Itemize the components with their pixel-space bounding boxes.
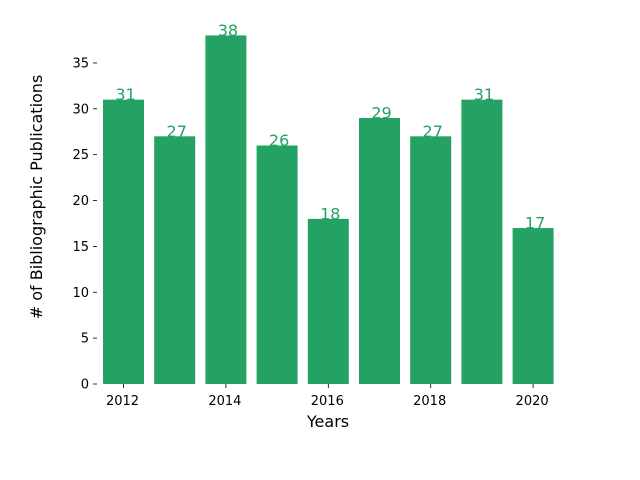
x-tick-label-2016: 2016 — [311, 394, 344, 409]
bar-2019 — [461, 99, 503, 384]
y-tick-label-0: 0 — [81, 378, 89, 393]
x-axis-label: Years — [306, 412, 349, 431]
x-tick-label-2018: 2018 — [413, 394, 446, 409]
value-label-2016: 18 — [320, 204, 340, 223]
y-tick-label-20: 20 — [72, 194, 89, 209]
bar-2012 — [103, 99, 144, 384]
bar-2018 — [410, 136, 452, 384]
value-label-2013: 27 — [167, 122, 187, 141]
value-label-2017: 29 — [371, 103, 391, 122]
bar-2013 — [154, 136, 196, 384]
value-label-2012: 31 — [115, 85, 135, 104]
x-tick-label-2014: 2014 — [208, 394, 241, 409]
bar-2017 — [359, 117, 400, 384]
y-axis: 0 5 10 15 20 25 30 35 — [72, 56, 97, 393]
x-tick-label-2012: 2012 — [106, 394, 139, 409]
value-label-2019: 31 — [474, 85, 494, 104]
y-tick-label-30: 30 — [72, 102, 89, 117]
value-labels-group: 31 27 38 26 18 29 27 31 17 — [115, 21, 545, 233]
bars-group — [103, 35, 554, 385]
y-tick-label-10: 10 — [72, 286, 89, 301]
x-tick-label-2020: 2020 — [516, 394, 549, 409]
bar-2016 — [307, 218, 349, 384]
y-axis-label: # of Bibliographic Publications — [27, 75, 46, 320]
bar-2020 — [512, 228, 554, 384]
x-axis: 2012 2014 2016 2018 2020 — [106, 384, 549, 409]
value-label-2015: 26 — [269, 131, 289, 150]
value-label-2018: 27 — [423, 122, 443, 141]
y-tick-label-5: 5 — [81, 332, 89, 347]
y-tick-label-35: 35 — [72, 56, 89, 71]
value-label-2014: 38 — [218, 21, 238, 40]
value-label-2020: 17 — [525, 214, 545, 233]
y-tick-label-25: 25 — [72, 148, 89, 163]
bar-2014 — [205, 35, 247, 385]
bar-2015 — [256, 145, 298, 384]
y-tick-label-15: 15 — [72, 240, 89, 255]
